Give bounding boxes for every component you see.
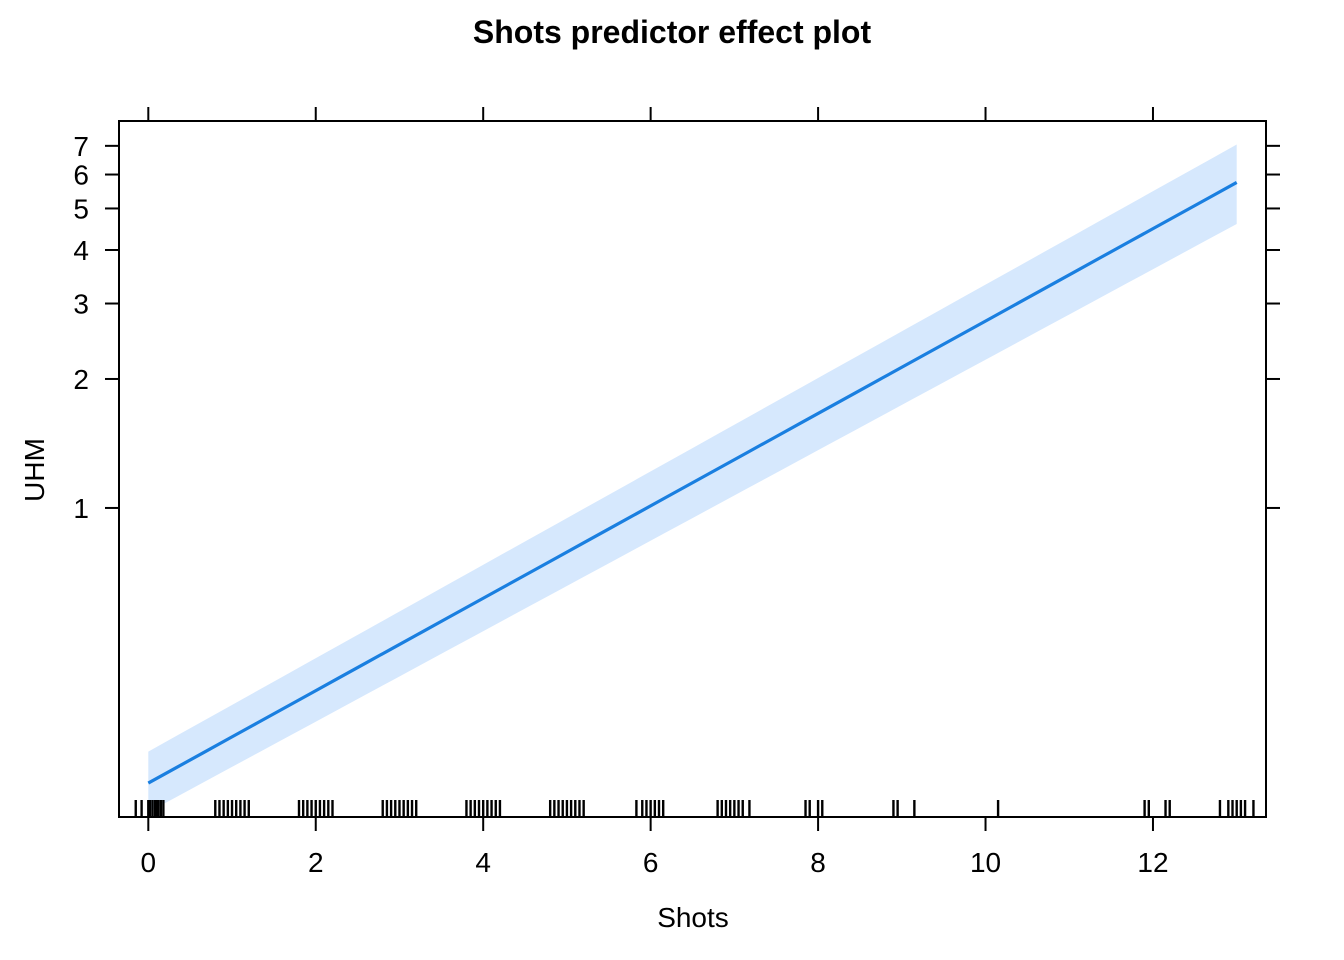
fit-line <box>147 181 1238 785</box>
x-tick-label: 8 <box>810 847 826 878</box>
chart-title: Shots predictor effect plot <box>473 14 872 50</box>
x-axis: 0 2 4 6 8 10 12 <box>141 107 1169 878</box>
rug <box>134 800 1255 817</box>
x-tick-label: 12 <box>1137 847 1168 878</box>
y-tick-label: 5 <box>73 193 89 224</box>
x-axis-label: Shots <box>657 902 729 933</box>
x-tick-label: 0 <box>141 847 157 878</box>
confidence-band <box>148 144 1237 813</box>
x-tick-label: 10 <box>970 847 1001 878</box>
plot-area <box>118 120 1267 818</box>
y-axis: 1 2 3 4 567 <box>73 131 1280 524</box>
y-tick-label: 4 <box>73 235 89 266</box>
x-tick-label: 4 <box>475 847 491 878</box>
y-axis-label: UHM <box>19 438 50 502</box>
y-tick-label: 2 <box>73 364 89 395</box>
y-tick-label: 7 <box>73 131 89 162</box>
y-tick-label: 6 <box>73 160 89 191</box>
y-tick-label: 3 <box>73 289 89 320</box>
y-tick-label: 1 <box>73 493 89 524</box>
plot-frame <box>118 120 1267 818</box>
x-tick-label: 6 <box>643 847 659 878</box>
x-tick-label: 2 <box>308 847 324 878</box>
